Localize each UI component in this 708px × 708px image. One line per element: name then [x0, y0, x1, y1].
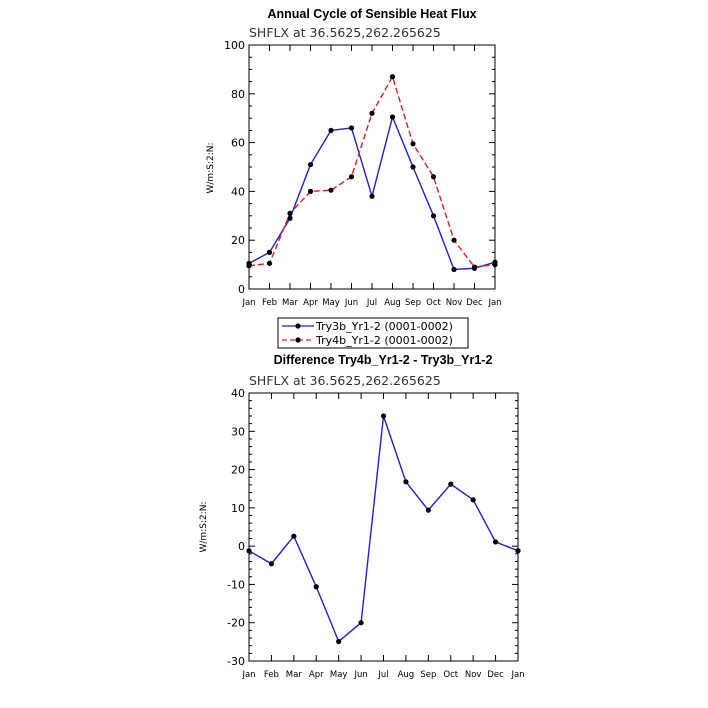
top-series-2-point: [369, 110, 375, 116]
bottom-series-1-point: [470, 497, 476, 503]
bottom-series-1-point: [515, 548, 521, 554]
bottom-y-tick-label: -30: [227, 655, 245, 668]
top-y-tick-label: 0: [238, 283, 245, 296]
bottom-x-tick-label: Apr: [309, 670, 324, 680]
top-x-tick-label: Jan: [487, 298, 501, 308]
top-x-tick-label: Jul: [366, 298, 377, 308]
top-plot-frame: [248, 44, 496, 290]
bottom-x-tick-label: Feb: [264, 670, 279, 680]
bottom-y-tick-label: 30: [231, 425, 245, 438]
top-chart-title: Annual Cycle of Sensible Heat Flux: [267, 7, 476, 21]
bottom-plot-frame: [248, 392, 519, 662]
top-y-tick-label: 20: [231, 234, 245, 247]
top-series-1-point: [369, 193, 375, 199]
bottom-series-1-point: [380, 413, 387, 419]
bottom-y-tick-label: 0: [238, 540, 245, 553]
bottom-y-tick-label: -10: [227, 578, 245, 591]
top-x-tick-label: Aug: [384, 298, 401, 308]
top-y-tick-label: 40: [231, 185, 245, 198]
top-series-2-point: [389, 74, 396, 80]
bottom-x-tick-label: May: [330, 670, 348, 680]
legend-marker-series-1: [295, 323, 301, 329]
top-series-2-point: [430, 174, 437, 180]
bottom-series-1-point: [358, 620, 364, 626]
top-series-1-point: [266, 249, 273, 255]
bottom-x-tick-label: Jan: [510, 670, 524, 680]
bottom-series-1-line: [248, 415, 519, 643]
top-series-1-point: [348, 125, 355, 131]
bottom-series-1-point: [291, 533, 297, 539]
top-series-1-point: [328, 127, 334, 133]
bottom-series-1-point: [246, 548, 252, 554]
bottom-series-1-point: [313, 584, 319, 590]
top-series-2-point: [451, 237, 457, 243]
top-x-tick-label: Jan: [241, 298, 255, 308]
legend-marker-series-2: [295, 337, 301, 343]
bottom-x-tick-label: Oct: [443, 670, 458, 680]
legend-box: [277, 317, 469, 349]
bottom-series-1-point: [448, 481, 454, 487]
top-panel: Annual Cycle of Sensible Heat Flux SHFLX…: [206, 7, 502, 349]
top-y-tick-label: 80: [231, 88, 245, 101]
bottom-series-1-point: [425, 507, 431, 513]
bottom-y-tick-label: 40: [231, 387, 245, 400]
bottom-chart-subtitle: SHFLX at 36.5625,262.265625: [249, 373, 441, 388]
bottom-y-tick-label: 20: [231, 464, 245, 477]
bottom-x-tick-label: Nov: [465, 670, 482, 680]
top-y-tick-label: 60: [231, 137, 245, 150]
top-x-tick-label: Oct: [426, 298, 441, 308]
legend-label-series-2: Try4b_Yr1-2 (0001-0002): [315, 334, 453, 347]
top-series-2-point: [246, 263, 252, 269]
top-series-2-point: [307, 188, 314, 194]
top-series-1-point: [307, 161, 314, 168]
top-x-tick-label: Nov: [446, 298, 463, 308]
bottom-x-tick-label: Dec: [487, 670, 504, 680]
top-series-1-point: [430, 213, 437, 219]
bottom-x-tick-label: Jun: [353, 670, 367, 680]
top-legend: Try3b_Yr1-2 (0001-0002) Try4b_Yr1-2 (000…: [277, 317, 469, 349]
top-x-tick-label: Feb: [262, 298, 277, 308]
top-x-tick-label: Mar: [282, 298, 299, 308]
bottom-series-1-point: [268, 561, 275, 567]
bottom-y-tick-label: -20: [227, 617, 245, 630]
top-series-1-point: [389, 114, 396, 120]
top-y-axis-label: W/m:S:2:N:: [206, 143, 216, 194]
top-x-tick-label: Jun: [344, 298, 358, 308]
top-series-2-point: [410, 141, 416, 147]
top-y-tick-label: 100: [224, 39, 245, 52]
top-series-2-point: [266, 260, 273, 266]
bottom-x-tick-label: Aug: [398, 670, 415, 680]
bottom-plot-area: -30 -20 -10 0 10 20 30 40 Jan Feb Mar Apr May Jun Jul A…: [227, 387, 525, 680]
bottom-panel: Difference Try4b_Yr1-2 - Try3b_Yr1-2 SHF…: [199, 353, 525, 680]
top-series-2-point: [328, 187, 334, 193]
bottom-y-axis-label: W/m:S:2:N:: [199, 502, 209, 553]
top-series-1-point: [287, 215, 293, 221]
bottom-chart-title: Difference Try4b_Yr1-2 - Try3b_Yr1-2: [274, 353, 493, 367]
bottom-series-1-point: [403, 479, 409, 485]
top-x-tick-label: Sep: [405, 298, 421, 308]
top-x-tick-label: May: [322, 298, 340, 308]
top-series-2-point: [492, 262, 498, 268]
top-series-2-point: [348, 174, 355, 180]
bottom-series-1-point: [336, 638, 342, 645]
legend-label-series-1: Try3b_Yr1-2 (0001-0002): [315, 320, 453, 333]
bottom-x-tick-label: Mar: [286, 670, 303, 680]
top-series-1-point: [410, 164, 416, 170]
bottom-y-tick-label: 10: [231, 502, 245, 515]
top-plot-area: 0 20 40 60 80 100 Jan Feb Mar Apr May Jun Jul Aug Sep O…: [224, 39, 502, 308]
top-x-tick-label: Dec: [466, 298, 483, 308]
top-series-2-point: [287, 210, 293, 216]
top-chart-subtitle: SHFLX at 36.5625,262.265625: [249, 25, 441, 40]
bottom-x-tick-label: Jan: [241, 670, 255, 680]
bottom-x-tick-label: Sep: [420, 670, 436, 680]
top-series-2-point: [471, 264, 478, 270]
top-series-1-point: [451, 266, 457, 273]
bottom-x-tick-label: Jul: [377, 670, 388, 680]
bottom-series-1-point: [492, 539, 499, 545]
top-x-tick-label: Apr: [303, 298, 318, 308]
top-series-2-line: [248, 76, 496, 268]
